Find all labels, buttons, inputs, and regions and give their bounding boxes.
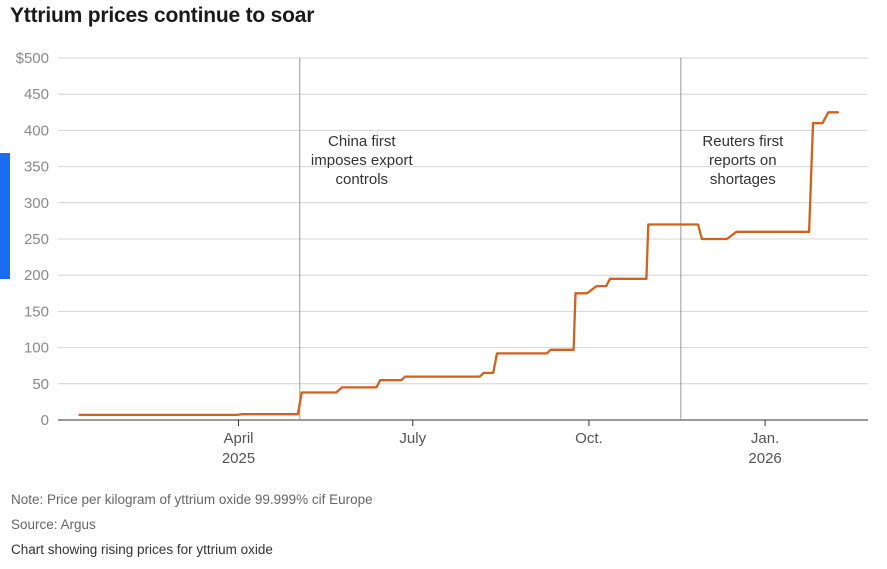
chart-source: Source: Argus (11, 517, 96, 532)
y-tick-label: 50 (32, 376, 49, 393)
x-tick-label: Oct. (575, 430, 603, 447)
annotations: China first imposes export controls Reuters… (299, 58, 784, 420)
y-tick-label: 200 (24, 267, 49, 284)
chart-title: Yttrium prices continue to soar (10, 4, 315, 27)
y-tick-label: 100 (24, 340, 49, 357)
annotation-text: shortages (710, 171, 776, 188)
annotation-text: China first (328, 133, 396, 150)
axis-labels: 0 50 100 150 200 250 300 350 400 450 $500 April 2025… (16, 50, 782, 467)
annotation-text: imposes export (311, 152, 414, 169)
x-tick-label: July (399, 430, 426, 447)
y-tick-label: 400 (24, 122, 49, 139)
line-chart: China first imposes export controls Reuters… (16, 50, 868, 467)
chart-description: Chart showing rising prices for yttrium … (11, 542, 273, 557)
y-tick-label: 450 (24, 86, 49, 103)
y-tick-label: 150 (24, 303, 49, 320)
gridlines (58, 57, 868, 421)
annotation-text: Reuters first (702, 133, 784, 150)
accent-bar (0, 153, 10, 279)
price-series-line (78, 111, 840, 417)
y-tick-label: 250 (24, 231, 49, 248)
x-tick-label: April (223, 430, 253, 447)
x-tick-label: Jan. (751, 430, 779, 447)
series-layer (78, 111, 840, 417)
chart-note: Note: Price per kilogram of yttrium oxid… (11, 492, 373, 507)
y-tick-label: 350 (24, 159, 49, 176)
annotation-text: reports on (709, 152, 777, 169)
y-tick-label: 300 (24, 195, 49, 212)
x-tick-year-label: 2026 (748, 450, 781, 467)
annotation-text: controls (336, 171, 389, 188)
y-tick-label: 0 (41, 412, 49, 429)
x-tick-year-label: 2025 (222, 450, 255, 467)
y-tick-label: $500 (16, 50, 49, 67)
